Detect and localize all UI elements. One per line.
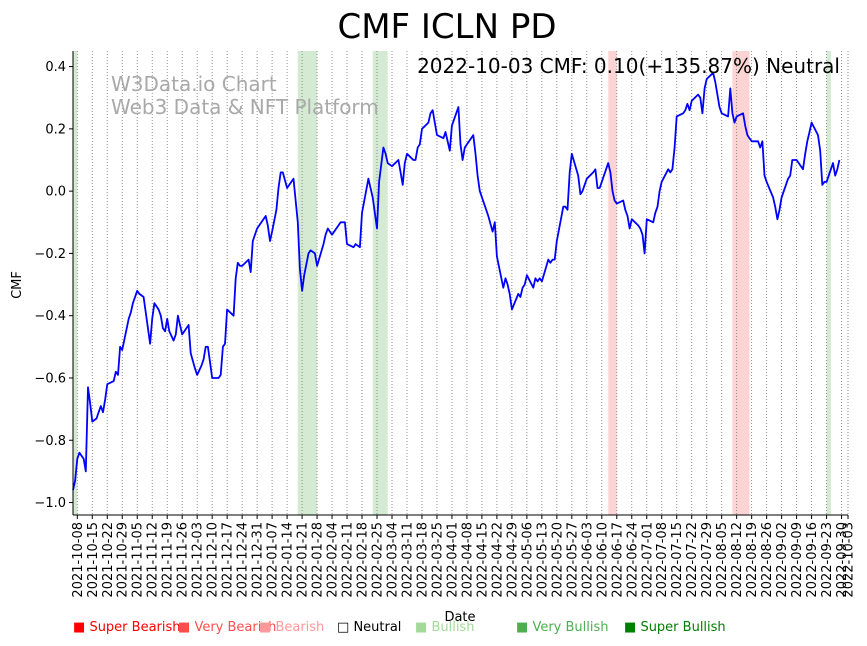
x-tick-label: 2021-10-08 (71, 522, 86, 598)
legend-swatch-icon: ■ (415, 620, 428, 635)
x-tick-label: 2021-10-29 (116, 522, 131, 598)
legend-label: Very Bullish (532, 620, 609, 635)
sentiment-band-bullish (372, 51, 388, 515)
x-tick-label: 2022-03-04 (385, 522, 400, 598)
x-tick-label: 2022-09-16 (805, 522, 820, 598)
x-tick-label: 2022-01-07 (266, 522, 281, 598)
x-tick-label: 2022-05-27 (565, 522, 580, 598)
x-tick-label: 2022-09-23 (820, 522, 835, 598)
x-tick-label: 2022-08-26 (760, 522, 775, 598)
legend-swatch-icon: □ (337, 620, 350, 635)
x-tick-label: 2022-09-30 (835, 522, 850, 598)
x-tick-label: 2022-09-09 (790, 522, 805, 598)
y-tick-label: 0.0 (45, 185, 66, 200)
y-tick-label: −0.6 (34, 371, 66, 386)
legend-item-bearish: ■ Bearish (259, 620, 324, 635)
x-tick-label: 2022-07-01 (640, 522, 655, 598)
legend-item-super-bearish: ■ Super Bearish (73, 620, 181, 635)
x-tick-label: 2022-08-05 (715, 522, 730, 598)
x-tick-label: 2021-12-03 (191, 522, 206, 598)
chart-title: CMF ICLN PD (337, 7, 556, 47)
x-tick-label: 2022-07-15 (670, 522, 685, 598)
x-tick-label: 2022-07-29 (700, 522, 715, 598)
x-tick-label: 2021-11-26 (176, 522, 191, 598)
x-tick-label: 2022-05-20 (550, 522, 565, 598)
x-tick-label: 2022-02-04 (326, 522, 341, 598)
y-tick-label: 0.2 (45, 122, 66, 137)
x-tick-label: 2022-02-11 (341, 522, 356, 598)
y-tick-label: 0.4 (45, 60, 66, 75)
legend-item-very-bullish: ■ Very Bullish (516, 620, 609, 635)
x-tick-label: 2022-01-28 (311, 522, 326, 598)
x-tick-label: 2022-08-12 (730, 522, 745, 598)
legend-swatch-icon: ■ (624, 620, 637, 635)
watermark-line-2: Web3 Data & NFT Platform (111, 95, 379, 119)
legend-item-bullish: ■ Bullish (415, 620, 474, 635)
sentiment-band-bullish (73, 51, 78, 515)
legend-label: Bullish (431, 620, 475, 635)
x-tick-label: 2022-04-15 (475, 522, 490, 598)
x-tick-label: 2021-12-17 (221, 522, 236, 598)
x-tick-label: 2022-07-22 (685, 522, 700, 598)
legend-item-neutral: □ Neutral (337, 620, 401, 635)
legend-label: Very Bearish (194, 620, 277, 635)
sentiment-band-bullish (297, 51, 318, 515)
y-tick-label: −0.2 (34, 247, 66, 262)
legend-item-very-bearish: ■ Very Bearish (178, 620, 276, 635)
legend-swatch-icon: ■ (73, 620, 86, 635)
legend-label: Neutral (353, 620, 402, 635)
x-tick-label: 2022-03-11 (400, 522, 415, 598)
x-tick-label: 2022-04-22 (490, 522, 505, 598)
x-tick-label: 2022-05-13 (535, 522, 550, 598)
legend-swatch-icon: ■ (259, 620, 272, 635)
legend-label: Super Bearish (89, 620, 181, 635)
y-tick-label: −0.8 (34, 434, 66, 449)
x-tick-label: 2021-11-19 (161, 522, 176, 598)
x-tick-label: 2022-01-21 (296, 522, 311, 598)
x-tick-label: 2021-11-12 (146, 522, 161, 598)
latest-value-annotation: 2022-10-03 CMF: 0.10(+135.87%) Neutral (417, 54, 840, 78)
axes (72, 51, 848, 516)
x-tick-label: 2022-03-25 (430, 522, 445, 598)
x-tick-label: 2022-09-02 (775, 522, 790, 598)
x-tick-label: 2022-04-08 (460, 522, 475, 598)
y-tick-label: −1.0 (34, 496, 66, 511)
y-axis-ticks: 0.4 0.2 0.0 −0.2 −0.4 −0.6 −0.8 −1.0 (34, 60, 73, 511)
x-tick-label: 2022-01-14 (281, 522, 296, 598)
legend: ■ Super Bearish ■ Very Bearish ■ Bearish… (0, 620, 867, 638)
x-tick-label: 2022-06-17 (610, 522, 625, 598)
legend-label: Super Bullish (640, 620, 726, 635)
sentiment-band-bearish (608, 51, 617, 515)
y-tick-label: −0.4 (34, 309, 66, 324)
x-tick-label: 2022-02-25 (371, 522, 386, 598)
x-tick-label: 2022-04-01 (445, 522, 460, 598)
x-tick-label: 2021-12-31 (251, 522, 266, 598)
watermark-line-1: W3Data.io Chart (111, 72, 277, 96)
x-axis-label: Date (444, 610, 475, 625)
x-tick-label: 2022-08-19 (745, 522, 760, 598)
x-tick-label: 2022-05-06 (520, 522, 535, 598)
x-tick-label: 2022-04-29 (505, 522, 520, 598)
cmf-line (72, 71, 841, 491)
x-tick-label: 2022-06-24 (625, 522, 640, 598)
x-tick-label: 2022-10-03 (842, 522, 857, 598)
x-tick-label: 2022-06-03 (580, 522, 595, 598)
x-tick-label: 2022-02-18 (356, 522, 371, 598)
x-tick-label: 2022-07-08 (655, 522, 670, 598)
sentiment-band-bullish (826, 51, 831, 515)
legend-swatch-icon: ■ (178, 620, 191, 635)
x-tick-label: 2022-03-18 (415, 522, 430, 598)
legend-swatch-icon: ■ (516, 620, 529, 635)
legend-item-super-bullish: ■ Super Bullish (624, 620, 726, 635)
y-axis-label: CMF (10, 271, 25, 299)
x-tick-label: 2021-11-05 (131, 522, 146, 598)
x-axis-ticks: 2021-10-08 2021-10-15 2021-10-22 2021-10-29… (71, 515, 857, 598)
x-tick-label: 2021-12-10 (206, 522, 221, 598)
legend-label: Bearish (275, 620, 325, 635)
x-tick-label: 2021-10-22 (101, 522, 116, 598)
x-tick-label: 2021-10-15 (86, 522, 101, 598)
x-tick-label: 2022-06-10 (595, 522, 610, 598)
x-tick-label: 2021-12-24 (236, 522, 251, 598)
